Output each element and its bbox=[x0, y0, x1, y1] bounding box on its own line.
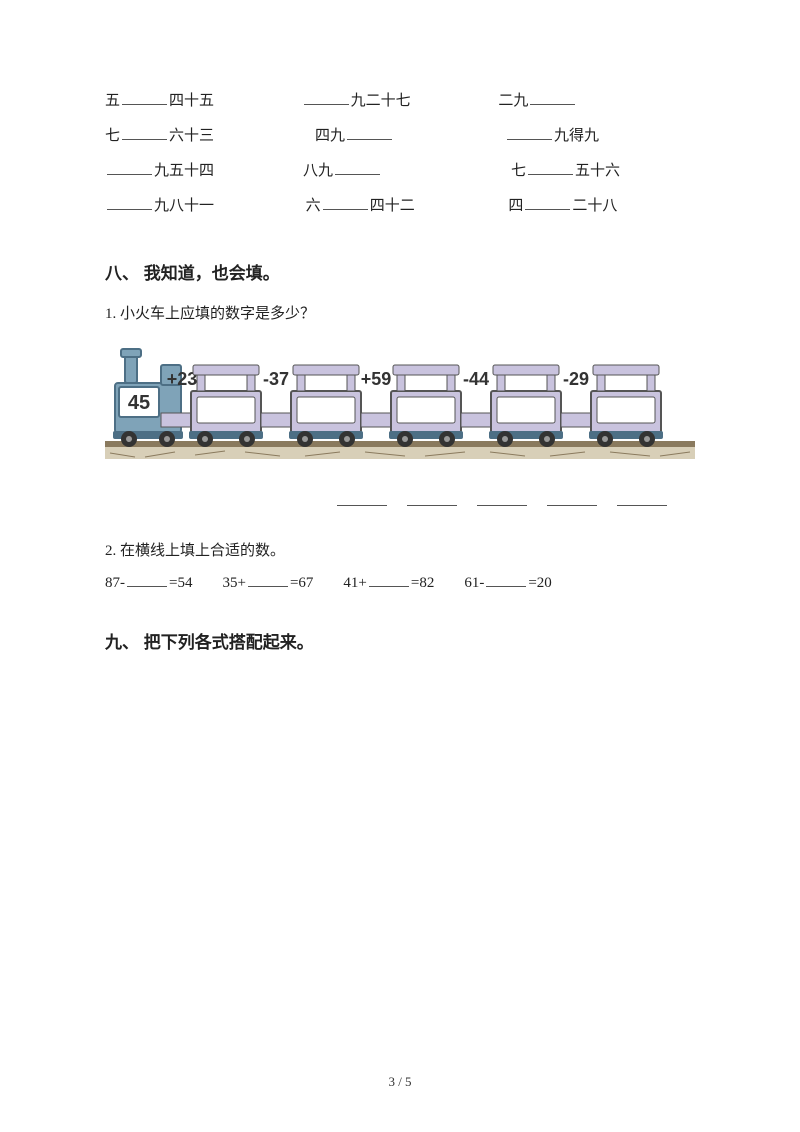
text: 四十二 bbox=[370, 198, 415, 214]
text: 九八十一 bbox=[154, 198, 214, 214]
text: 七 bbox=[511, 163, 526, 179]
blank[interactable] bbox=[335, 160, 380, 175]
blank[interactable] bbox=[528, 160, 573, 175]
blank[interactable] bbox=[477, 490, 527, 506]
equation: 35+=67 bbox=[222, 572, 313, 592]
train-car-blank bbox=[197, 397, 255, 423]
text: 二十八 bbox=[572, 198, 617, 214]
text: 二九 bbox=[498, 93, 528, 109]
question-1-text: 1. 小火车上应填的数字是多少？ bbox=[105, 302, 695, 323]
train-car-blank bbox=[397, 397, 455, 423]
train-op-label: -37 bbox=[263, 369, 289, 389]
train-start-value: 45 bbox=[128, 392, 150, 414]
text: 六十三 bbox=[169, 128, 214, 144]
equation: 61-=20 bbox=[464, 572, 551, 592]
blank[interactable] bbox=[347, 125, 392, 140]
blank[interactable] bbox=[323, 195, 368, 210]
text: 四十五 bbox=[169, 93, 214, 109]
blank[interactable] bbox=[369, 572, 409, 587]
train-op-label: +59 bbox=[361, 369, 392, 389]
train-car-blank bbox=[297, 397, 355, 423]
train-diagram: 45 +23-37+59-44-29 bbox=[105, 335, 695, 470]
train-op-label: -29 bbox=[563, 369, 589, 389]
blank[interactable] bbox=[248, 572, 288, 587]
row: 九五十四 八九 七 五十六 bbox=[105, 155, 695, 188]
multiplication-fill-grid: 五 四十五 九二十七 二九 七 六十三 四九 九得九 九五十四 bbox=[105, 85, 695, 223]
blank[interactable] bbox=[530, 90, 575, 105]
blank[interactable] bbox=[547, 490, 597, 506]
blank[interactable] bbox=[407, 490, 457, 506]
blank[interactable] bbox=[617, 490, 667, 506]
blank[interactable] bbox=[107, 195, 152, 210]
blank[interactable] bbox=[486, 572, 526, 587]
blank[interactable] bbox=[525, 195, 570, 210]
train-car-blank bbox=[497, 397, 555, 423]
cell: 五 四十五 bbox=[105, 85, 302, 118]
blank[interactable] bbox=[122, 90, 167, 105]
cell: 四九 bbox=[295, 120, 505, 153]
cell: 九二十七 bbox=[302, 85, 499, 118]
blank[interactable] bbox=[122, 125, 167, 140]
text: 六 bbox=[306, 198, 321, 214]
cell: 七 六十三 bbox=[105, 120, 295, 153]
cell: 九五十四 bbox=[105, 155, 289, 188]
section-8-title: 八、 我知道，也会填。 bbox=[105, 259, 695, 284]
equation: 41+=82 bbox=[343, 572, 434, 592]
text: 四九 bbox=[315, 128, 345, 144]
blank[interactable] bbox=[107, 160, 152, 175]
train-car-blank bbox=[597, 397, 655, 423]
text: 九五十四 bbox=[154, 163, 214, 179]
cell: 六 四十二 bbox=[292, 190, 493, 223]
section-9-title: 九、 把下列各式搭配起来。 bbox=[105, 628, 695, 653]
text: 五 bbox=[105, 93, 120, 109]
text: 四 bbox=[508, 198, 523, 214]
cell: 四 二十八 bbox=[492, 190, 695, 223]
equation-row: 87-=54 35+=67 41+=82 61-=20 bbox=[105, 572, 695, 592]
row: 五 四十五 九二十七 二九 bbox=[105, 85, 695, 118]
cell: 九得九 bbox=[505, 120, 695, 153]
equation: 87-=54 bbox=[105, 572, 192, 592]
cell: 二九 bbox=[498, 85, 695, 118]
text: 九二十七 bbox=[351, 93, 411, 109]
cell: 九八十一 bbox=[105, 190, 292, 223]
train-op-label: -44 bbox=[463, 369, 489, 389]
blank[interactable] bbox=[337, 490, 387, 506]
cell: 七 五十六 bbox=[487, 155, 695, 188]
page-footer: 3 / 5 bbox=[0, 1074, 800, 1090]
text: 五十六 bbox=[575, 163, 620, 179]
row: 九八十一 六 四十二 四 二十八 bbox=[105, 190, 695, 223]
train-svg: 45 +23-37+59-44-29 bbox=[105, 335, 695, 470]
text: 九得九 bbox=[554, 128, 599, 144]
train-engine: 45 bbox=[113, 349, 183, 447]
blank[interactable] bbox=[507, 125, 552, 140]
cell: 八九 bbox=[289, 155, 487, 188]
row: 七 六十三 四九 九得九 bbox=[105, 120, 695, 153]
answer-blanks-row bbox=[105, 490, 695, 511]
blank[interactable] bbox=[304, 90, 349, 105]
text: 八九 bbox=[303, 163, 333, 179]
text: 七 bbox=[105, 128, 120, 144]
question-2-text: 2. 在横线上填上合适的数。 bbox=[105, 539, 695, 560]
blank[interactable] bbox=[127, 572, 167, 587]
